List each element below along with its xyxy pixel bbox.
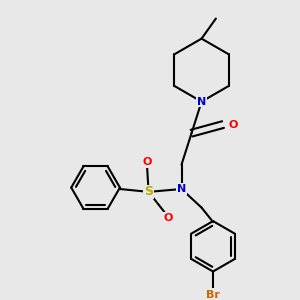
Text: O: O (228, 120, 238, 130)
Text: N: N (177, 184, 186, 194)
Text: O: O (142, 158, 152, 167)
Text: Br: Br (206, 290, 220, 300)
Text: S: S (144, 185, 153, 198)
Text: N: N (197, 97, 206, 106)
Text: O: O (163, 213, 172, 223)
